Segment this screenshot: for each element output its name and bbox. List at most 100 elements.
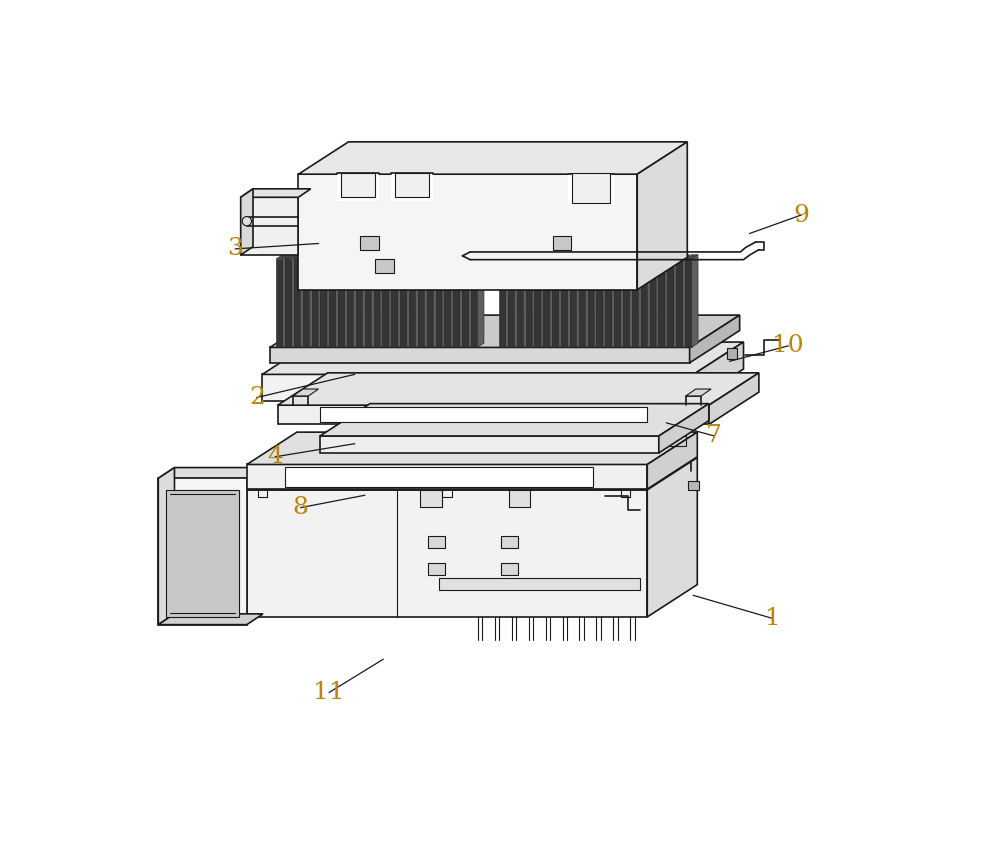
- Polygon shape: [559, 254, 565, 348]
- Polygon shape: [391, 258, 398, 348]
- Polygon shape: [329, 258, 336, 348]
- Polygon shape: [686, 389, 711, 396]
- Polygon shape: [362, 254, 369, 348]
- Polygon shape: [158, 614, 263, 625]
- Polygon shape: [647, 254, 654, 348]
- Polygon shape: [241, 189, 253, 255]
- Polygon shape: [428, 563, 445, 575]
- Polygon shape: [523, 254, 530, 348]
- Polygon shape: [605, 254, 618, 258]
- Polygon shape: [303, 254, 316, 258]
- Polygon shape: [667, 254, 680, 258]
- Polygon shape: [433, 254, 440, 348]
- Polygon shape: [568, 174, 614, 205]
- Polygon shape: [436, 258, 442, 348]
- Polygon shape: [667, 258, 674, 348]
- Polygon shape: [347, 258, 353, 348]
- Polygon shape: [541, 254, 548, 348]
- Polygon shape: [382, 254, 395, 258]
- Polygon shape: [517, 258, 523, 348]
- Polygon shape: [283, 254, 289, 348]
- Text: 3: 3: [227, 237, 243, 260]
- Polygon shape: [278, 405, 709, 424]
- Polygon shape: [303, 258, 309, 348]
- Polygon shape: [320, 258, 327, 348]
- Polygon shape: [526, 254, 539, 258]
- Polygon shape: [427, 254, 440, 258]
- Polygon shape: [420, 490, 442, 507]
- Polygon shape: [436, 254, 449, 258]
- Polygon shape: [341, 173, 375, 197]
- Polygon shape: [320, 436, 659, 453]
- Polygon shape: [641, 254, 654, 258]
- Polygon shape: [632, 258, 638, 348]
- Polygon shape: [576, 254, 583, 348]
- Polygon shape: [427, 258, 433, 348]
- Ellipse shape: [242, 216, 251, 226]
- Polygon shape: [409, 254, 422, 258]
- Polygon shape: [375, 258, 394, 273]
- Polygon shape: [638, 254, 645, 348]
- Polygon shape: [658, 258, 665, 348]
- Polygon shape: [300, 254, 307, 348]
- Polygon shape: [693, 342, 744, 402]
- Polygon shape: [676, 254, 689, 258]
- Polygon shape: [320, 403, 709, 436]
- Polygon shape: [605, 258, 612, 348]
- Polygon shape: [327, 254, 333, 348]
- Polygon shape: [356, 258, 362, 348]
- Polygon shape: [658, 254, 672, 258]
- Polygon shape: [336, 254, 342, 348]
- Polygon shape: [650, 254, 663, 258]
- Polygon shape: [471, 258, 477, 348]
- Polygon shape: [579, 258, 585, 348]
- Polygon shape: [579, 254, 592, 258]
- Polygon shape: [561, 254, 574, 258]
- Polygon shape: [460, 254, 466, 348]
- Polygon shape: [418, 254, 431, 258]
- Polygon shape: [585, 254, 592, 348]
- Polygon shape: [329, 254, 342, 258]
- Polygon shape: [278, 373, 759, 405]
- Polygon shape: [509, 483, 540, 490]
- Polygon shape: [356, 254, 369, 258]
- Polygon shape: [398, 254, 404, 348]
- Text: 9: 9: [793, 204, 809, 226]
- Polygon shape: [508, 254, 521, 258]
- Polygon shape: [656, 254, 663, 348]
- Text: 7: 7: [706, 424, 722, 447]
- Polygon shape: [374, 258, 380, 348]
- Polygon shape: [692, 254, 698, 348]
- Polygon shape: [444, 258, 451, 348]
- Polygon shape: [298, 141, 687, 174]
- Polygon shape: [596, 258, 603, 348]
- Polygon shape: [318, 254, 325, 348]
- Polygon shape: [293, 389, 318, 396]
- Polygon shape: [614, 254, 627, 258]
- Polygon shape: [630, 254, 636, 348]
- Polygon shape: [462, 258, 469, 348]
- Polygon shape: [338, 254, 351, 258]
- Polygon shape: [665, 254, 672, 348]
- Polygon shape: [685, 254, 698, 258]
- Polygon shape: [570, 254, 583, 258]
- Polygon shape: [285, 466, 593, 487]
- Polygon shape: [353, 254, 360, 348]
- Polygon shape: [534, 254, 548, 258]
- Text: 4: 4: [267, 445, 283, 468]
- Polygon shape: [298, 174, 637, 290]
- Polygon shape: [320, 408, 647, 422]
- Polygon shape: [637, 141, 687, 290]
- Polygon shape: [588, 258, 594, 348]
- Polygon shape: [418, 258, 424, 348]
- Polygon shape: [320, 254, 333, 258]
- Polygon shape: [371, 254, 378, 348]
- Polygon shape: [506, 254, 512, 348]
- Polygon shape: [247, 465, 647, 489]
- Polygon shape: [508, 258, 514, 348]
- Polygon shape: [158, 467, 174, 625]
- Polygon shape: [534, 258, 541, 348]
- Polygon shape: [526, 258, 532, 348]
- Polygon shape: [428, 536, 445, 548]
- Polygon shape: [389, 254, 395, 348]
